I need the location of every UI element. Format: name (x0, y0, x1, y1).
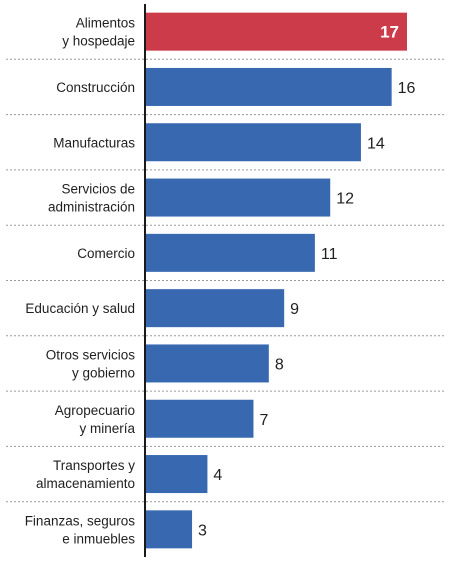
row-separators (6, 58, 446, 503)
category-label: Finanzas, seguros e inmuebles (25, 513, 136, 546)
bar (146, 67, 392, 106)
bar (146, 289, 285, 328)
bars (146, 12, 407, 549)
category-label: Agropecuario y minería (55, 403, 136, 436)
value-label: 11 (321, 246, 338, 263)
value-labels: 17 16 14 12 11 9 8 7 4 3 (198, 23, 415, 540)
bar (146, 178, 331, 217)
bar (146, 510, 193, 549)
bar (146, 344, 269, 383)
category-label: Comercio (77, 246, 135, 261)
category-label: Servicios de administración (48, 182, 135, 215)
value-label: 4 (213, 467, 222, 484)
category-label: Manufacturas (53, 135, 135, 150)
value-label: 8 (275, 356, 284, 373)
value-label: 9 (290, 301, 299, 318)
value-label: 7 (259, 412, 268, 429)
category-label: Otros servicios y gobierno (46, 347, 136, 380)
value-label: 14 (367, 135, 385, 152)
value-label: 17 (380, 23, 399, 42)
bar (146, 12, 407, 51)
category-label: Alimentos y hospedaje (62, 16, 135, 49)
bar (146, 399, 254, 438)
category-label: Transportes y almacenamiento (36, 458, 135, 491)
category-labels: Alimentos y hospedaje Construcción Manufact… (25, 16, 136, 547)
value-label: 3 (198, 522, 207, 539)
category-label: Construcción (56, 80, 135, 95)
bar (146, 233, 315, 272)
bar (146, 455, 208, 494)
value-label: 16 (398, 80, 416, 97)
bar (146, 123, 361, 162)
category-label: Educación y salud (25, 301, 135, 316)
value-label: 12 (336, 191, 354, 208)
